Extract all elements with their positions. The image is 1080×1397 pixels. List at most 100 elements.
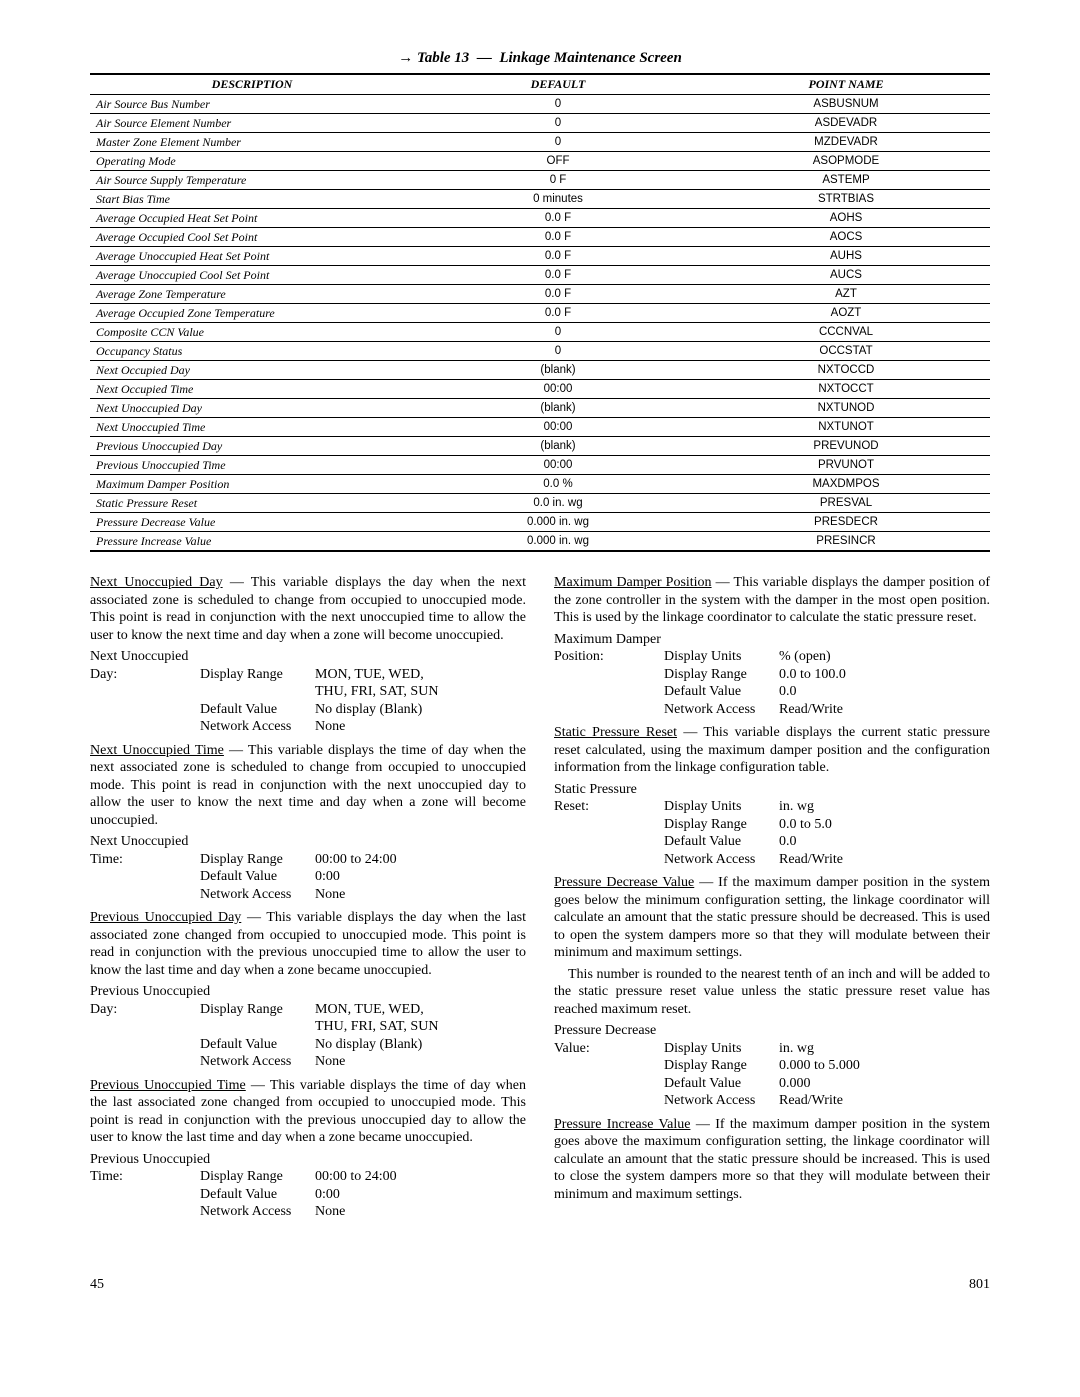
cell-default: 0.0 F (414, 304, 702, 323)
nud-props: Next Unoccupied Day: Display Range MON, … (90, 648, 526, 736)
spr-title: Static Pressure Reset (554, 725, 677, 740)
mdp-dv-v: 0.0 (779, 683, 990, 701)
table-row: Start Bias Time0 minutesSTRTBIAS (90, 190, 990, 209)
cell-description: Static Pressure Reset (90, 494, 414, 513)
put-dv-k: Default Value (200, 1186, 315, 1204)
table-row: Operating ModeOFFASOPMODE (90, 152, 990, 171)
nud-dr-k: Display Range (200, 666, 315, 684)
put-na-k: Network Access (200, 1203, 315, 1221)
cell-description: Master Zone Element Number (90, 133, 414, 152)
cell-description: Previous Unoccupied Time (90, 456, 414, 475)
mdp-dv-k: Default Value (664, 683, 779, 701)
cell-pointname: STRTBIAS (702, 190, 990, 209)
nut-dr-v: 00:00 to 24:00 (315, 851, 526, 869)
cell-description: Average Occupied Cool Set Point (90, 228, 414, 247)
pdv-label1: Pressure Decrease (554, 1022, 664, 1040)
nud-label1: Next Unoccupied (90, 648, 200, 666)
table-row: Occupancy Status0OCCSTAT (90, 342, 990, 361)
table-row: Air Source Element Number0ASDEVADR (90, 114, 990, 133)
nut-title: Next Unoccupied Time (90, 743, 224, 758)
table-row: Next Unoccupied Day(blank)NXTUNOD (90, 399, 990, 418)
cell-pointname: PRVUNOT (702, 456, 990, 475)
cell-pointname: PRESVAL (702, 494, 990, 513)
pdv-dr-k: Display Range (664, 1057, 779, 1075)
pdv-du-k: Display Units (664, 1040, 779, 1058)
cell-default: 0 (414, 133, 702, 152)
table-row: Average Occupied Cool Set Point0.0 FAOCS (90, 228, 990, 247)
caption-title: Linkage Maintenance Screen (499, 50, 682, 66)
table-row: Maximum Damper Position0.0 %MAXDMPOS (90, 475, 990, 494)
table-row: Pressure Decrease Value0.000 in. wgPRESD… (90, 513, 990, 532)
footer-right: 801 (969, 1277, 990, 1293)
cell-description: Air Source Bus Number (90, 95, 414, 114)
cell-default: 0 minutes (414, 190, 702, 209)
pud-dr-v1: MON, TUE, WED, (315, 1001, 526, 1019)
cell-default: 00:00 (414, 418, 702, 437)
pud-na-v: None (315, 1053, 526, 1071)
cell-pointname: AUHS (702, 247, 990, 266)
pdv-dv-v: 0.000 (779, 1075, 990, 1093)
cell-description: Average Unoccupied Cool Set Point (90, 266, 414, 285)
table-row: Previous Unoccupied Day(blank)PREVUNOD (90, 437, 990, 456)
pud-na-k: Network Access (200, 1053, 315, 1071)
cell-default: 00:00 (414, 456, 702, 475)
nut-dv-k: Default Value (200, 868, 315, 886)
spr-props: Static Pressure Reset: Display Units in.… (554, 781, 990, 869)
mdp-na-v: Read/Write (779, 701, 990, 719)
cell-default: 0 F (414, 171, 702, 190)
table-row: Average Zone Temperature0.0 FAZT (90, 285, 990, 304)
right-column: Maximum Damper Position — This variable … (554, 574, 990, 1227)
cell-description: Average Unoccupied Heat Set Point (90, 247, 414, 266)
pud-title: Previous Unoccupied Day (90, 910, 241, 925)
table-row: Previous Unoccupied Time00:00PRVUNOT (90, 456, 990, 475)
cell-description: Air Source Supply Temperature (90, 171, 414, 190)
footer-left: 45 (90, 1277, 104, 1293)
col-pointname: POINT NAME (702, 74, 990, 95)
mdp-du-v: % (open) (779, 648, 990, 666)
table-row: Composite CCN Value0CCCNVAL (90, 323, 990, 342)
cell-pointname: MZDEVADR (702, 133, 990, 152)
table-row: Pressure Increase Value0.000 in. wgPRESI… (90, 532, 990, 552)
cell-default: 0 (414, 114, 702, 133)
nud-dv-k: Default Value (200, 701, 315, 719)
pdv-label2: Value: (554, 1040, 664, 1058)
page-footer: 45 801 (90, 1277, 990, 1293)
spr-na-v: Read/Write (779, 851, 990, 869)
cell-default: 0.0 F (414, 247, 702, 266)
mdp-props: Maximum Damper Position: Display Units %… (554, 631, 990, 719)
cell-pointname: AOCS (702, 228, 990, 247)
cell-default: OFF (414, 152, 702, 171)
cell-default: 0 (414, 342, 702, 361)
cell-pointname: PREVUNOD (702, 437, 990, 456)
pdv-na-v: Read/Write (779, 1092, 990, 1110)
cell-description: Next Unoccupied Time (90, 418, 414, 437)
nut-dr-k: Display Range (200, 851, 315, 869)
table-row: Next Unoccupied Time00:00NXTUNOT (90, 418, 990, 437)
pud-dr-k: Display Range (200, 1001, 315, 1019)
cell-description: Pressure Decrease Value (90, 513, 414, 532)
mdp-dr-k: Display Range (664, 666, 779, 684)
cell-pointname: ASTEMP (702, 171, 990, 190)
pud-dv-k: Default Value (200, 1036, 315, 1054)
mdp-na-k: Network Access (664, 701, 779, 719)
mdp-dr-v: 0.0 to 100.0 (779, 666, 990, 684)
put-dr-v: 00:00 to 24:00 (315, 1168, 526, 1186)
nut-props: Next Unoccupied Time: Display Range 00:0… (90, 833, 526, 903)
table-caption: → Table 13 — Linkage Maintenance Screen (90, 50, 990, 67)
pdv-dv-k: Default Value (664, 1075, 779, 1093)
caption-dash: — (477, 50, 492, 66)
spr-label1: Static Pressure (554, 781, 664, 799)
spr-dv-k: Default Value (664, 833, 779, 851)
nut-label2: Time: (90, 851, 200, 869)
pud-dv-v: No display (Blank) (315, 1036, 526, 1054)
cell-pointname: PRESDECR (702, 513, 990, 532)
put-na-v: None (315, 1203, 526, 1221)
col-default: DEFAULT (414, 74, 702, 95)
cell-description: Next Occupied Day (90, 361, 414, 380)
table-row: Master Zone Element Number0MZDEVADR (90, 133, 990, 152)
cell-pointname: ASBUSNUM (702, 95, 990, 114)
cell-default: 0.0 F (414, 285, 702, 304)
cell-description: Composite CCN Value (90, 323, 414, 342)
spr-dr-k: Display Range (664, 816, 779, 834)
nut-na-v: None (315, 886, 526, 904)
